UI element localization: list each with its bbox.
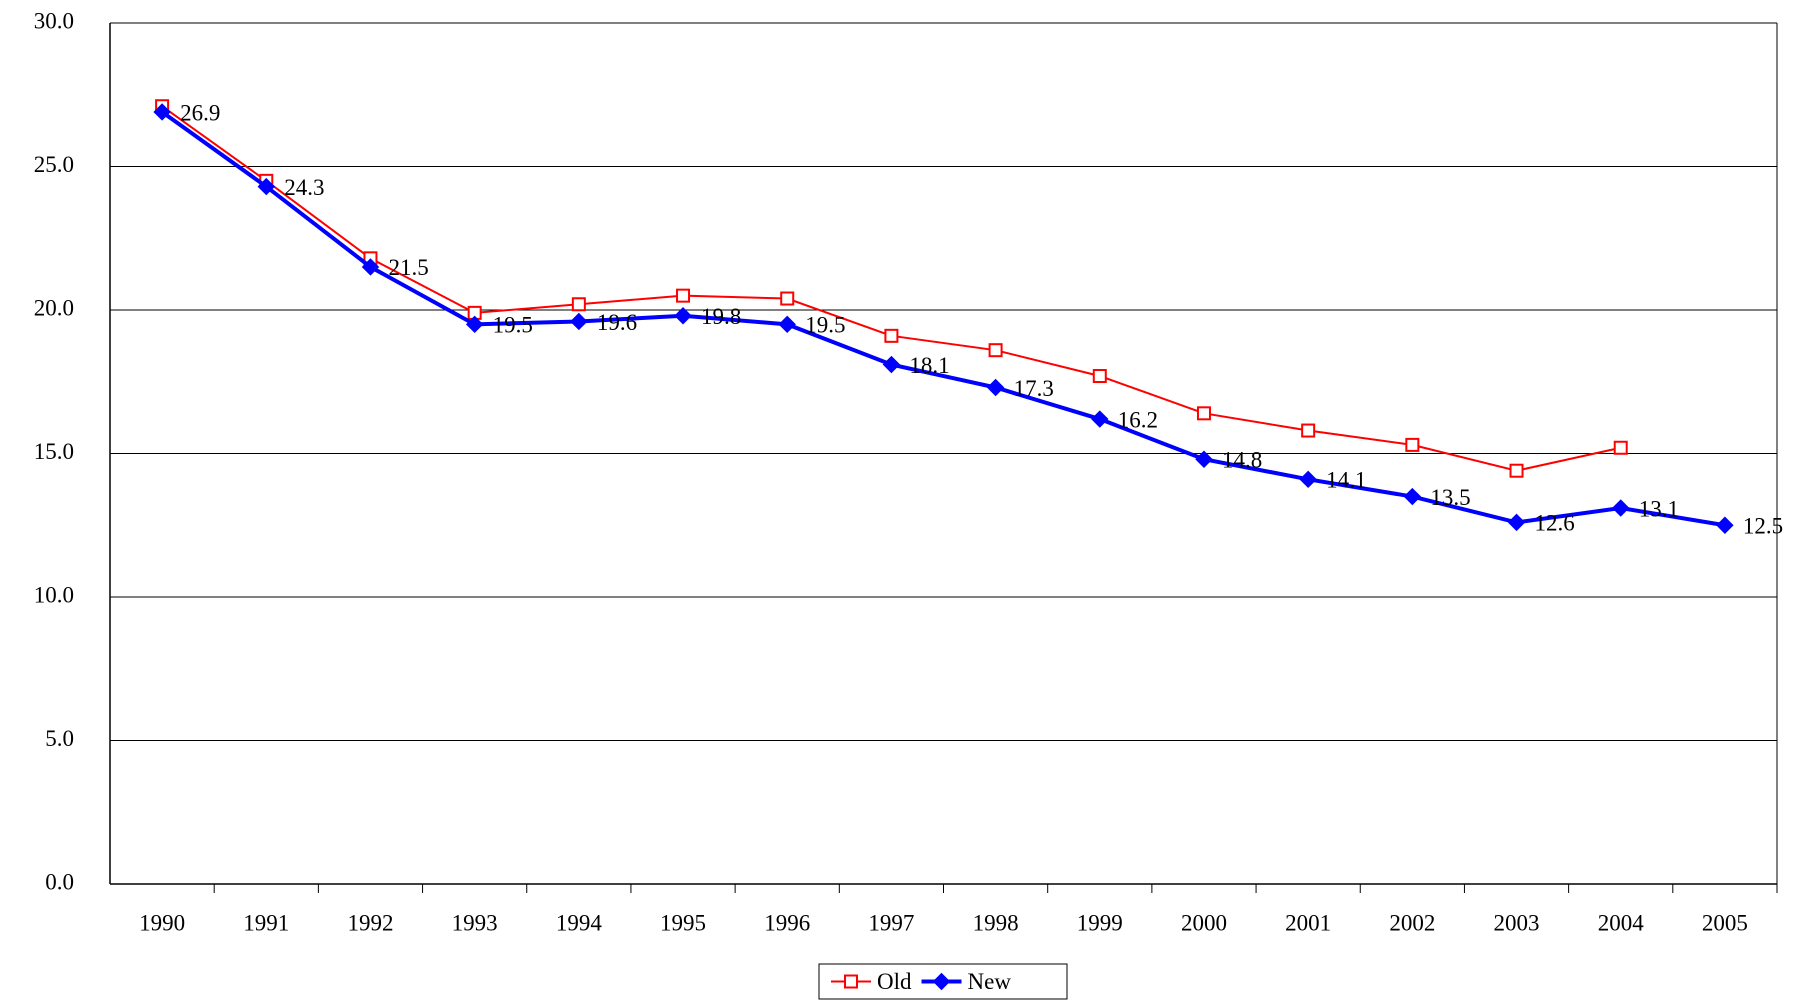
- x-tick-label: 2003: [1494, 910, 1540, 935]
- data-label: 26.9: [180, 100, 220, 125]
- data-point: [674, 307, 692, 325]
- data-point: [1716, 516, 1734, 534]
- data-point: [1613, 440, 1628, 455]
- data-point: [676, 288, 691, 303]
- data-point: [153, 103, 171, 121]
- x-tick-label: 1994: [556, 910, 603, 935]
- data-label: 12.5: [1743, 514, 1783, 539]
- series-line: [160, 110, 1726, 528]
- data-label: 14.8: [1222, 448, 1262, 473]
- data-point: [1196, 406, 1211, 421]
- legend-marker: [844, 974, 858, 989]
- data-point: [778, 315, 796, 334]
- data-point: [1509, 463, 1524, 478]
- data-label: 12.6: [1535, 511, 1575, 536]
- x-tick-label: 2000: [1181, 910, 1227, 935]
- data-point: [1612, 499, 1630, 517]
- data-point: [570, 312, 588, 331]
- data-point: [988, 343, 1003, 358]
- data-point: [1299, 470, 1317, 489]
- data-label: 19.5: [493, 313, 533, 338]
- data-label: 13.1: [1639, 496, 1679, 521]
- data-point: [884, 328, 899, 343]
- x-tick-label: 1999: [1077, 910, 1123, 935]
- data-point: [780, 291, 795, 306]
- data-point: [465, 315, 484, 334]
- legend-label: Old: [877, 969, 912, 994]
- series-line: [161, 105, 1621, 472]
- y-tick-label: 20.0: [34, 295, 74, 320]
- x-tick-label: 1995: [660, 910, 706, 935]
- data-label: 18.1: [909, 353, 949, 378]
- data-point: [361, 258, 380, 276]
- x-tick-label: 1990: [139, 910, 185, 935]
- x-tick-label: 2001: [1285, 910, 1331, 935]
- legend: Old New: [818, 963, 1068, 1000]
- y-tick-label: 0.0: [45, 869, 74, 894]
- x-tick-label: 1997: [868, 910, 914, 935]
- x-tick-label: 1992: [347, 910, 393, 935]
- y-tick-label: 25.0: [34, 152, 74, 177]
- data-point: [986, 378, 1005, 397]
- x-tick-label: 1998: [973, 910, 1019, 935]
- data-point: [1195, 450, 1213, 468]
- legend-marker: [932, 972, 951, 991]
- data-point: [1301, 423, 1316, 438]
- x-tick-label: 1993: [452, 910, 498, 935]
- x-tick-label: 1991: [243, 910, 289, 935]
- data-label: 17.3: [1014, 376, 1054, 401]
- y-tick-label: 5.0: [45, 726, 74, 751]
- data-point: [1507, 513, 1526, 532]
- x-tick-label: 1996: [764, 910, 810, 935]
- x-tick-label: 2004: [1598, 910, 1645, 935]
- data-label: 13.5: [1430, 485, 1470, 510]
- data-point: [882, 355, 901, 374]
- data-label: 19.6: [597, 310, 637, 335]
- data-point: [1091, 410, 1109, 428]
- data-label: 19.5: [805, 313, 845, 338]
- data-label: 21.5: [388, 255, 428, 280]
- data-point: [257, 177, 275, 196]
- data-point: [1403, 487, 1422, 506]
- data-point: [1405, 437, 1420, 452]
- data-label: 14.1: [1326, 468, 1366, 493]
- x-tick-label: 2002: [1389, 910, 1435, 935]
- data-label: 24.3: [284, 175, 324, 200]
- data-point: [571, 297, 586, 312]
- y-tick-label: 10.0: [34, 582, 74, 607]
- legend-label: New: [968, 969, 1012, 994]
- y-tick-label: 15.0: [34, 439, 74, 464]
- x-tick-label: 2005: [1702, 910, 1748, 935]
- data-point: [1092, 369, 1107, 384]
- y-tick-label: 30.0: [34, 8, 74, 33]
- data-label: 19.8: [701, 304, 741, 329]
- data-label: 16.2: [1118, 407, 1158, 432]
